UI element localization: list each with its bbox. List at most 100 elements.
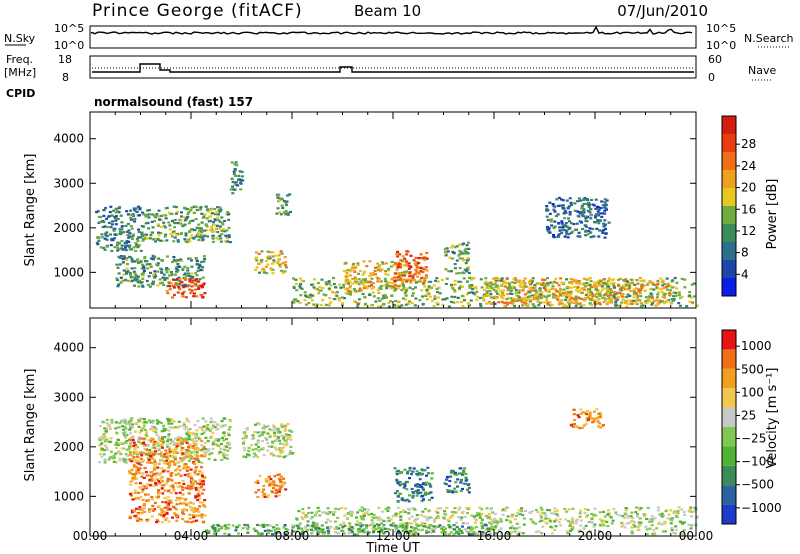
data-cell xyxy=(275,491,278,494)
data-cell xyxy=(378,305,382,308)
data-cell xyxy=(185,433,189,436)
data-cell xyxy=(108,425,112,428)
data-cell xyxy=(617,284,621,287)
data-cell xyxy=(397,300,401,303)
data-cell xyxy=(151,421,155,424)
data-cell xyxy=(677,293,681,297)
data-cell xyxy=(404,260,408,263)
data-cell xyxy=(446,250,450,253)
data-cell xyxy=(554,525,558,528)
data-cell xyxy=(602,222,606,225)
data-cell xyxy=(158,492,162,495)
data-cell xyxy=(97,237,101,240)
data-cell xyxy=(150,457,154,460)
data-cell xyxy=(148,448,152,452)
data-cell xyxy=(596,418,600,422)
data-cell xyxy=(152,479,156,482)
data-cell xyxy=(165,452,169,455)
data-cell xyxy=(180,232,183,235)
data-cell xyxy=(272,259,276,262)
data-cell xyxy=(503,285,507,288)
data-cell xyxy=(643,289,647,292)
data-cell xyxy=(660,300,664,303)
data-cell xyxy=(114,223,118,226)
data-cell xyxy=(285,441,289,444)
data-cell xyxy=(587,418,591,421)
data-cell xyxy=(419,253,423,256)
data-cell xyxy=(451,257,455,260)
data-cell xyxy=(136,459,140,462)
data-cell xyxy=(150,496,154,499)
data-cell xyxy=(583,197,587,200)
data-cell xyxy=(403,499,407,502)
data-cell xyxy=(237,532,240,535)
data-cell xyxy=(603,519,606,522)
data-cell xyxy=(569,521,573,525)
data-cell xyxy=(507,296,511,300)
data-cell xyxy=(215,224,219,227)
data-cell xyxy=(596,210,600,213)
data-cell xyxy=(367,524,371,527)
data-cell xyxy=(380,522,384,525)
data-cell xyxy=(397,275,401,278)
data-cell xyxy=(136,205,140,208)
data-cell xyxy=(329,526,333,529)
data-cell xyxy=(148,285,152,288)
data-cell xyxy=(394,524,398,527)
data-cell xyxy=(130,259,134,262)
data-cell xyxy=(629,278,633,281)
data-cell xyxy=(240,175,244,178)
data-cell xyxy=(179,258,183,261)
data-cell xyxy=(540,278,544,281)
data-cell xyxy=(594,514,598,517)
data-cell xyxy=(215,428,219,431)
data-cell xyxy=(329,284,333,287)
data-cell xyxy=(155,521,158,524)
data-cell xyxy=(609,516,613,519)
data-cell xyxy=(672,298,676,301)
data-cell xyxy=(284,428,288,431)
data-cell xyxy=(404,293,408,296)
data-cell xyxy=(169,438,173,441)
data-cell xyxy=(162,511,166,514)
data-cell xyxy=(432,518,436,521)
data-cell xyxy=(682,510,686,514)
data-cell xyxy=(396,284,400,288)
data-cell xyxy=(421,483,425,486)
data-cell xyxy=(467,291,471,294)
data-cell xyxy=(171,483,175,486)
data-cell xyxy=(372,295,376,298)
data-cell xyxy=(370,277,374,280)
data-cell xyxy=(137,244,141,247)
data-cell xyxy=(583,285,587,288)
data-cell xyxy=(660,523,664,526)
data-cell xyxy=(273,426,277,429)
data-cell xyxy=(446,490,450,493)
data-cell xyxy=(632,293,636,296)
x-tick-label: 08:00 xyxy=(275,529,310,543)
data-cell xyxy=(464,247,468,250)
data-cell xyxy=(120,221,124,224)
data-cell xyxy=(449,489,453,493)
data-cell xyxy=(427,526,431,529)
data-cell xyxy=(549,512,553,515)
data-cell xyxy=(318,514,322,517)
data-cell xyxy=(383,284,387,287)
data-cell xyxy=(610,282,613,285)
data-cell xyxy=(433,297,437,300)
data-cell xyxy=(154,237,158,240)
data-cell xyxy=(679,532,682,535)
data-cell xyxy=(393,261,397,265)
data-cell xyxy=(153,501,157,504)
data-cell xyxy=(294,530,297,533)
data-cell xyxy=(528,295,532,298)
data-cell xyxy=(398,253,402,256)
data-cell xyxy=(579,199,582,202)
data-cell xyxy=(499,527,503,530)
data-cell xyxy=(462,258,466,262)
data-cell xyxy=(133,277,137,280)
data-cell xyxy=(495,276,499,280)
data-cell xyxy=(221,223,225,226)
data-cell xyxy=(411,496,415,499)
data-cell xyxy=(672,295,676,298)
